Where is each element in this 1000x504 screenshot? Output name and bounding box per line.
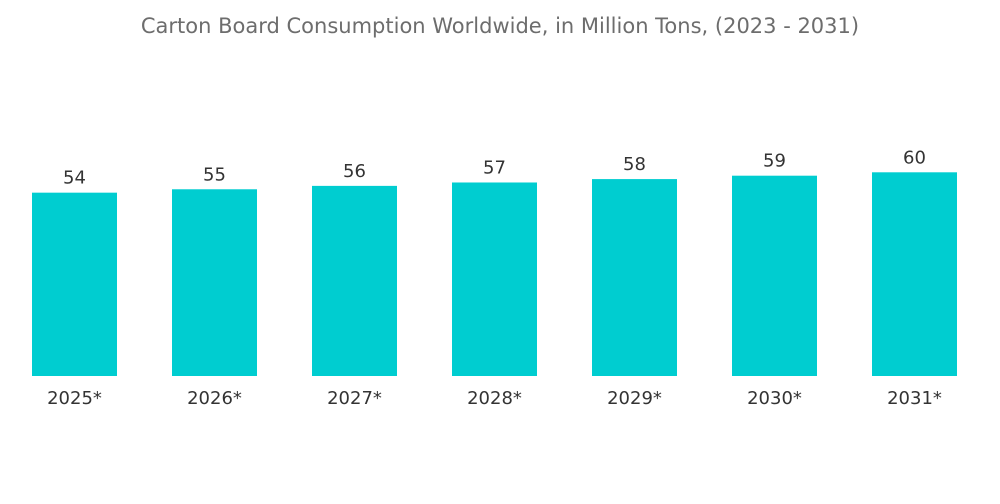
bar-2027 — [312, 185, 397, 376]
x-tick-label-2031: 2031* — [887, 388, 942, 409]
x-tick-label-2027: 2027* — [327, 388, 382, 409]
value-label-2028: 57 — [483, 157, 506, 178]
bar-2026 — [172, 189, 257, 376]
x-tick-label-2030: 2030* — [747, 388, 802, 409]
x-tick-label-2028: 2028* — [467, 388, 522, 409]
bar-2030 — [732, 175, 817, 376]
x-tick-label-2026: 2026* — [187, 388, 242, 409]
bar-2025 — [32, 192, 117, 376]
bar-2031 — [872, 172, 957, 376]
bar-2028 — [452, 182, 537, 376]
value-label-2030: 59 — [763, 151, 786, 172]
chart-title: Carton Board Consumption Worldwide, in M… — [140, 14, 860, 38]
bar-2029 — [592, 179, 677, 376]
value-labels-group: 54 55 56 57 58 59 60 — [63, 147, 926, 188]
x-tick-label-2025: 2025* — [47, 388, 102, 409]
x-tick-labels-group: 2025* 2026* 2027* 2028* 2029* 2030* 2031* — [47, 388, 942, 409]
value-label-2025: 54 — [63, 168, 86, 189]
x-tick-label-2029: 2029* — [607, 388, 662, 409]
value-label-2026: 55 — [203, 164, 226, 185]
value-label-2029: 58 — [623, 154, 646, 175]
bars-group — [32, 172, 957, 376]
value-label-2031: 60 — [903, 147, 926, 168]
value-label-2027: 56 — [343, 161, 366, 182]
